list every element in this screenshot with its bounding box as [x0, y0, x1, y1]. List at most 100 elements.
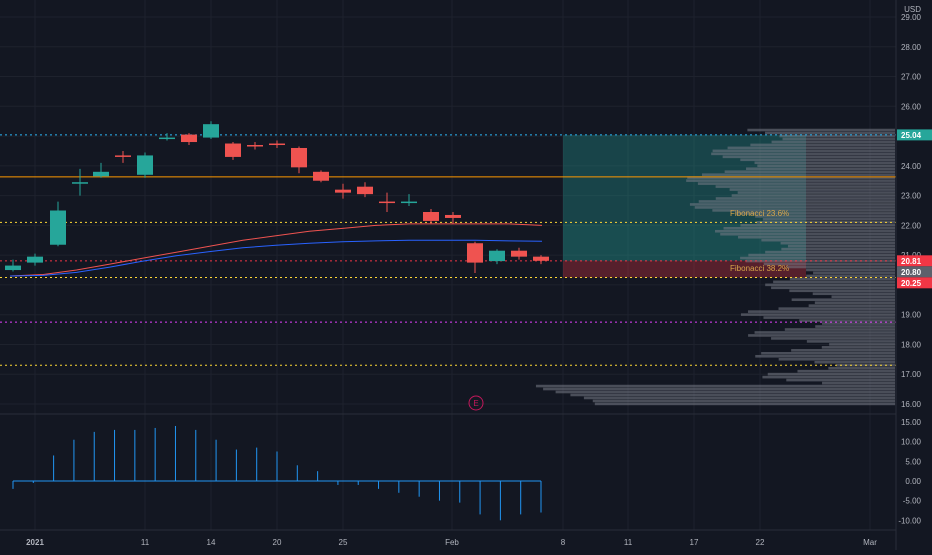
candle[interactable] [379, 192, 395, 212]
volume-profile-bar [727, 146, 895, 150]
candle-body [291, 147, 307, 168]
volume-profile-bar [780, 241, 895, 245]
volume-profile-bar [724, 170, 895, 174]
price-tick-label: 18.00 [901, 340, 922, 349]
price-tick-label: 29.00 [901, 13, 922, 22]
volume-profile-bar [761, 352, 895, 355]
price-tick-label: 22.00 [901, 221, 922, 230]
candle[interactable] [115, 150, 131, 163]
volume-profile-bar [808, 304, 895, 307]
volume-profile-bar [797, 369, 895, 373]
volume-profile-bar [535, 384, 895, 388]
volume-profile-bar [806, 268, 895, 272]
time-tick-label: 2021 [26, 538, 44, 547]
candle[interactable] [27, 253, 43, 266]
candle[interactable] [335, 183, 351, 199]
moving-average-blue [9, 239, 543, 277]
volume-profile-bar [740, 256, 895, 260]
candle[interactable] [203, 121, 219, 140]
candle-body [423, 211, 439, 221]
candle[interactable] [72, 168, 88, 196]
volume-profile-bar [715, 197, 895, 200]
earnings-marker[interactable]: E [468, 395, 484, 411]
price-badge-label: 20.80 [901, 268, 922, 277]
candles[interactable] [5, 121, 549, 274]
volume-profile-bar [781, 247, 895, 251]
price-tick-label: 28.00 [901, 43, 922, 52]
candle[interactable] [137, 152, 153, 178]
volume-profile-bar [789, 277, 895, 281]
candle-body [335, 189, 351, 193]
price-badge: 20.81 [897, 255, 932, 267]
volume-profile-bar [773, 280, 895, 284]
volume-profile-bar [755, 354, 895, 358]
candle-body [445, 214, 461, 218]
volume-profile-bar [687, 176, 895, 179]
volume-profile-bar [543, 387, 895, 391]
volume-profile-bar [771, 337, 895, 340]
volume-profile-bar [712, 209, 895, 212]
candle-body [489, 250, 505, 262]
candle[interactable] [511, 247, 527, 260]
fibonacci-lower-zone [563, 260, 806, 278]
time-tick-label: 11 [624, 538, 633, 547]
candle[interactable] [313, 170, 329, 183]
volume-profile-bar [791, 298, 895, 302]
volume-profile-bar [829, 343, 895, 346]
volume-profile-bar [715, 185, 895, 188]
volume-profile-bar [701, 173, 895, 176]
time-tick-label: 22 [756, 538, 765, 547]
volume-profile-bar [748, 334, 895, 337]
volume-profile-bar [763, 262, 895, 266]
volume-profile-bar [711, 152, 895, 156]
candle[interactable] [291, 146, 307, 174]
volume-profile-bar [746, 167, 895, 171]
price-badge-bg [897, 255, 932, 267]
volume-profile-bar [771, 286, 895, 290]
candle-body [137, 155, 153, 175]
volume-profile-bar [697, 182, 895, 185]
candle[interactable] [269, 140, 285, 148]
indicator-tick-label: -10.00 [898, 516, 921, 525]
candle-body [72, 182, 88, 184]
candle[interactable] [401, 194, 417, 207]
candle[interactable] [467, 241, 483, 274]
candle[interactable] [357, 182, 373, 198]
volume-profile-bar [689, 203, 895, 206]
time-tick-label: 8 [561, 538, 566, 547]
volume-profile-bar [748, 253, 895, 257]
volume-profile-bar [806, 274, 895, 278]
candle[interactable] [159, 133, 175, 141]
candle[interactable] [423, 209, 439, 224]
volume-profile-bar [761, 238, 895, 242]
candle[interactable] [5, 259, 21, 272]
volume-profile-bar [722, 155, 895, 159]
horizontal-lines[interactable] [0, 134, 896, 366]
volume-profile-bar [762, 218, 895, 221]
candle[interactable] [445, 211, 461, 224]
price-tick-label: 24.00 [901, 162, 922, 171]
candle[interactable] [225, 142, 241, 160]
candle[interactable] [93, 162, 109, 178]
histogram-pane [12, 425, 542, 521]
candle[interactable] [181, 133, 197, 146]
currency-label[interactable]: USD [904, 5, 921, 14]
fibonacci-236-label: Fibonacci 23.6% [730, 209, 789, 218]
volume-profile-bar [747, 128, 895, 132]
candle[interactable] [247, 142, 263, 150]
volume-profile-bar [821, 346, 895, 349]
candle-body [93, 171, 109, 177]
candle[interactable] [489, 249, 505, 265]
volume-profile-bar [740, 223, 895, 227]
volume-profile-bar [767, 372, 895, 376]
candle-body [467, 243, 483, 263]
volume-profile-bar [735, 212, 895, 215]
time-axis-ticks[interactable]: 2021 11 14 20 25 Feb 8 11 17 22 Mar [26, 538, 877, 547]
candle-body [203, 124, 219, 138]
candle[interactable] [533, 255, 549, 265]
price-badge: 25.04 [897, 129, 932, 141]
candle[interactable] [50, 201, 66, 247]
time-tick-label: 25 [339, 538, 348, 547]
